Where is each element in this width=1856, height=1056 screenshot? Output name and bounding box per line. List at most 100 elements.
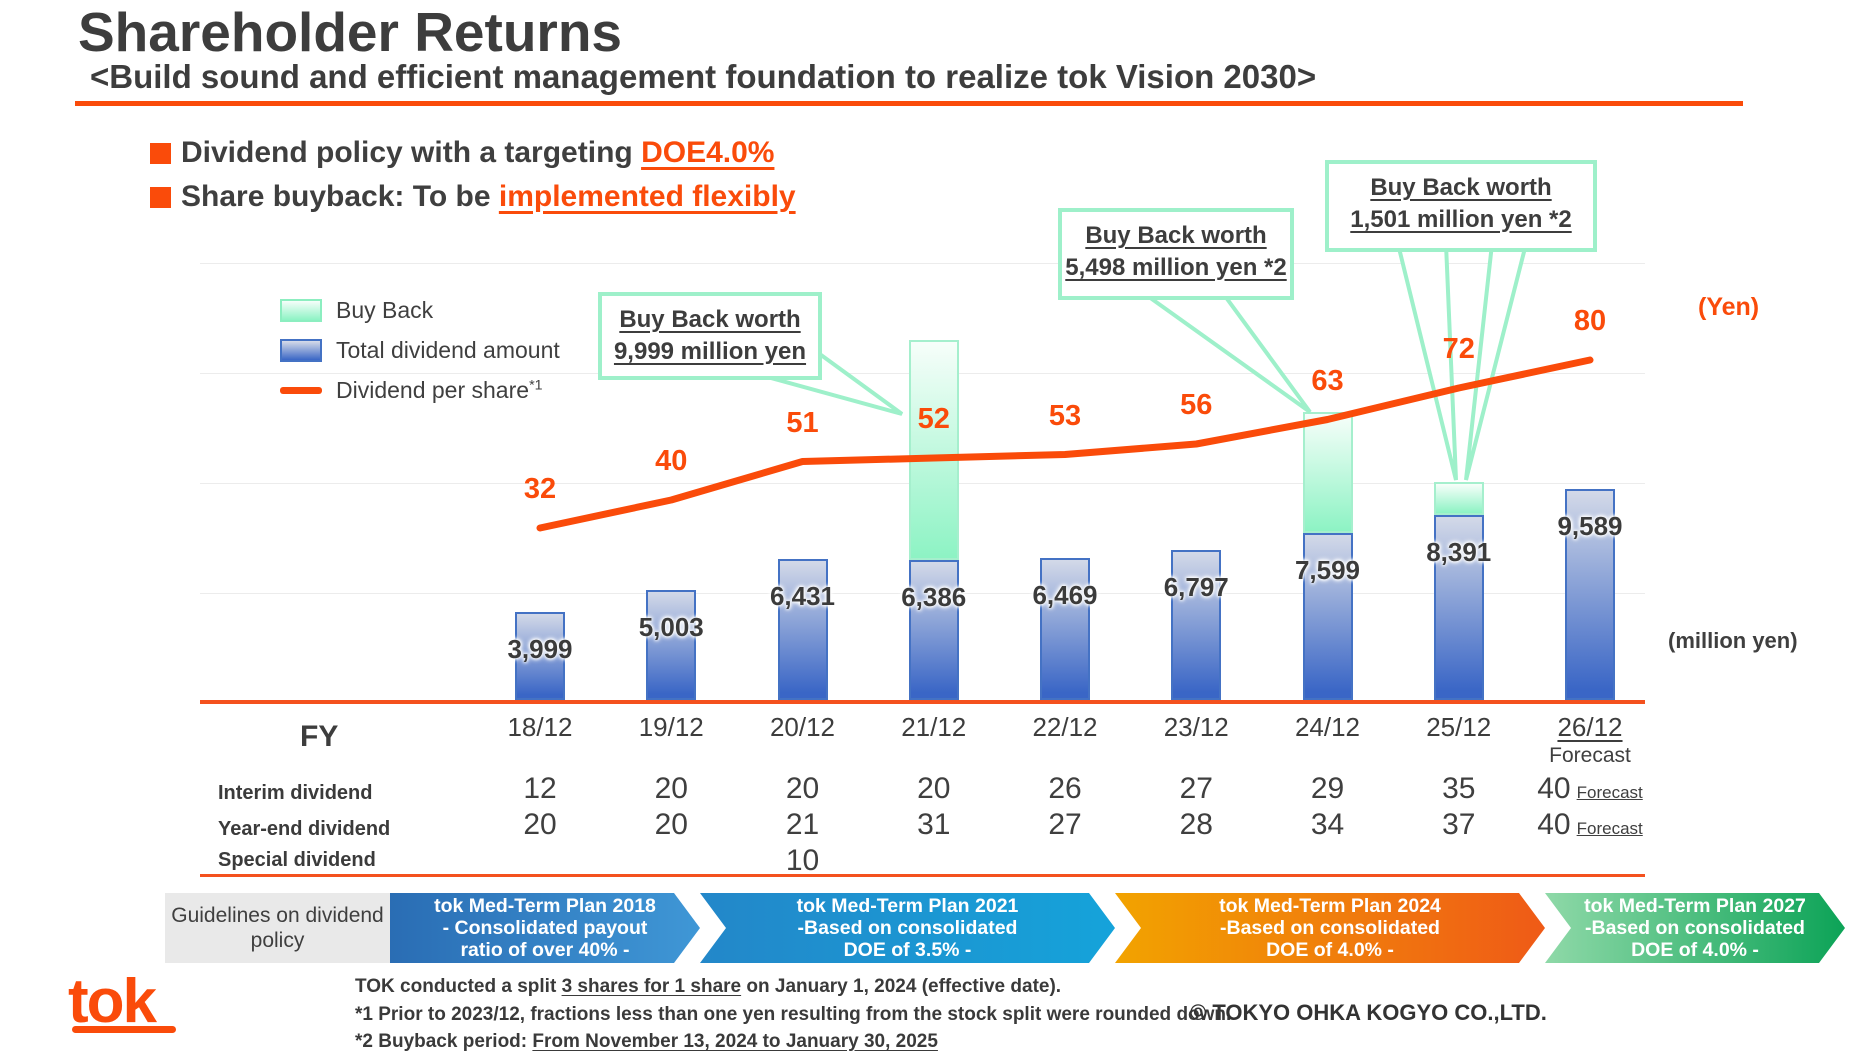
bar-value-label: 5,003: [638, 612, 704, 642]
bar-value-label: 7,599: [1294, 555, 1361, 585]
bar-value-label: 3,999: [507, 634, 573, 664]
callout-buyback-5498: Buy Back worth 5,498 million yen *2: [1058, 208, 1294, 300]
fy-axis-label: 19/12: [638, 712, 704, 742]
gridline: [200, 263, 1645, 264]
line-value-label: 72: [1442, 333, 1475, 365]
bar-value-label: 9,589: [1557, 511, 1623, 541]
table-cell: 27: [1179, 772, 1213, 805]
total-dividend-bar: [1433, 515, 1484, 700]
line-value-label: 51: [786, 406, 819, 439]
bullet-text: Share buyback: To be: [181, 180, 499, 213]
table-cell: 21: [785, 808, 820, 841]
line-value-label: 56: [1180, 389, 1213, 421]
callout-line2: 1,501 million yen *2: [1350, 205, 1572, 233]
page-title: Shareholder Returns: [78, 1, 623, 63]
fy-axis-label: 22/12: [1032, 712, 1098, 742]
total-dividend-bar: [646, 590, 697, 700]
callout-line2: 5,498 million yen *2: [1065, 253, 1287, 281]
table-cell: 12: [523, 772, 557, 805]
bar-axis-unit-label: (million yen): [1668, 628, 1798, 653]
page-subtitle: <Build sound and efficient management fo…: [90, 58, 1317, 95]
line-axis-unit-label: (Yen): [1698, 293, 1760, 321]
footnotes: TOK conducted a split 3 shares for 1 sha…: [355, 973, 1231, 1056]
table-cell: 31: [917, 808, 951, 841]
legend-label: Total dividend amount: [336, 337, 560, 363]
buyback-bar: [1302, 412, 1353, 533]
callout-line1: Buy Back worth: [1370, 174, 1552, 201]
fy-forecast-note: Forecast: [1549, 744, 1631, 767]
bullet-accent-doe: DOE4.0%: [641, 136, 775, 169]
table-cell: 26: [1048, 772, 1082, 805]
line-value-label: 53: [1048, 399, 1082, 432]
fy-axis-label: 18/12: [507, 712, 573, 742]
total-dividend-bar: [1171, 550, 1222, 700]
total-dividend-bar: [515, 612, 565, 700]
table-cell: 35: [1442, 772, 1476, 805]
ribbon-plan-2027: tok Med-Term Plan 2027 -Based on consoli…: [1545, 893, 1845, 963]
table-cell: 20: [785, 772, 820, 805]
forecast-suffix: Forecast: [1576, 783, 1643, 802]
ribbon-plan-2021: tok Med-Term Plan 2021 -Based on consoli…: [700, 893, 1115, 963]
buyback-bar: [1433, 482, 1484, 515]
bullet-text: Dividend policy with a targeting: [181, 136, 642, 169]
callout-line1: Buy Back worth: [619, 306, 801, 333]
table-cell: 20: [654, 772, 688, 805]
legend-label: Dividend per share*1: [336, 377, 543, 403]
table-cell: 27: [1048, 808, 1082, 841]
table-row-label-yearend: Year-end dividend: [218, 818, 391, 840]
footnote-line: TOK conducted a split 3 shares for 1 sha…: [355, 976, 1062, 997]
fy-axis-header: FY: [300, 720, 339, 753]
buyback-bar: [908, 340, 959, 560]
callout-buyback-9999: Buy Back worth 9,999 million yen: [598, 292, 822, 380]
fy-axis-label: 26/12: [1557, 712, 1623, 742]
ribbon-guide-box: Guidelines on dividend policy: [165, 893, 390, 963]
line-value-label: 52: [917, 403, 950, 435]
ribbon-plan-2024: tok Med-Term Plan 2024 -Based on consoli…: [1115, 893, 1545, 963]
footnote-line: *2 Buyback period: From November 13, 202…: [355, 1031, 938, 1053]
table-cell: 20: [654, 808, 688, 841]
tok-logo: tok: [68, 967, 157, 1036]
table-cell: 20: [917, 772, 951, 805]
bar-value-label: 6,386: [901, 582, 967, 612]
callout-buyback-1501: Buy Back worth 1,501 million yen *2: [1325, 160, 1597, 252]
ribbon-plan-2018: tok Med-Term Plan 2018 - Consolidated pa…: [390, 893, 700, 963]
bullet-dividend-policy: Dividend policy with a targeting DOE4.0%: [150, 136, 774, 170]
table-cell: 40 Forecast: [1537, 808, 1643, 841]
legend-label: Buy Back: [336, 297, 434, 323]
fy-axis-label: 24/12: [1294, 712, 1361, 742]
line-value-label: 80: [1573, 305, 1607, 337]
tok-logo-underline: [72, 1026, 176, 1033]
total-dividend-bar: [908, 560, 959, 700]
fy-axis-label: 23/12: [1163, 712, 1229, 742]
table-cell: 20: [523, 808, 557, 841]
total-dividend-bar: [1302, 533, 1353, 700]
line-value-label: 40: [655, 445, 688, 477]
table-cell: 10: [785, 844, 820, 877]
fy-axis-label: 21/12: [901, 712, 967, 742]
forecast-suffix: Forecast: [1576, 819, 1643, 838]
copyright-text: © TOKYO OHKA KOGYO CO.,LTD.: [1190, 1000, 1547, 1025]
bullet-square-icon: [150, 186, 171, 208]
chart-x-axis: [200, 700, 1645, 704]
table-row-label-special: Special dividend: [218, 849, 376, 871]
buyback-swatch-icon: [280, 299, 322, 322]
bar-value-label: 8,391: [1426, 537, 1492, 567]
table-cell: 28: [1179, 808, 1213, 841]
bullet-accent-flexibly: implemented flexibly: [498, 180, 796, 213]
table-cell: 29: [1310, 772, 1345, 805]
legend-item-buyback: Buy Back: [280, 297, 433, 324]
total-dividend-bar: [777, 559, 828, 700]
dividend-per-share-line: [536, 356, 1594, 532]
callout-line2: 9,999 million yen: [613, 337, 807, 365]
dividend-swatch-icon: [280, 339, 322, 362]
legend-item-total-dividend: Total dividend amount: [280, 337, 560, 364]
bullet-square-icon: [150, 142, 171, 164]
bar-value-label: 6,469: [1032, 580, 1098, 610]
fy-axis-label: 20/12: [769, 712, 836, 742]
table-cell: 40 Forecast: [1537, 772, 1643, 805]
footnote-line: *1 Prior to 2023/12, fractions less than…: [355, 1003, 1232, 1025]
title-underline-rule: [75, 101, 1743, 106]
line-value-label: 63: [1311, 364, 1344, 397]
dividend-policy-ribbon: Guidelines on dividend policy tok Med-Te…: [165, 893, 1845, 963]
bar-value-label: 6,431: [769, 581, 836, 611]
